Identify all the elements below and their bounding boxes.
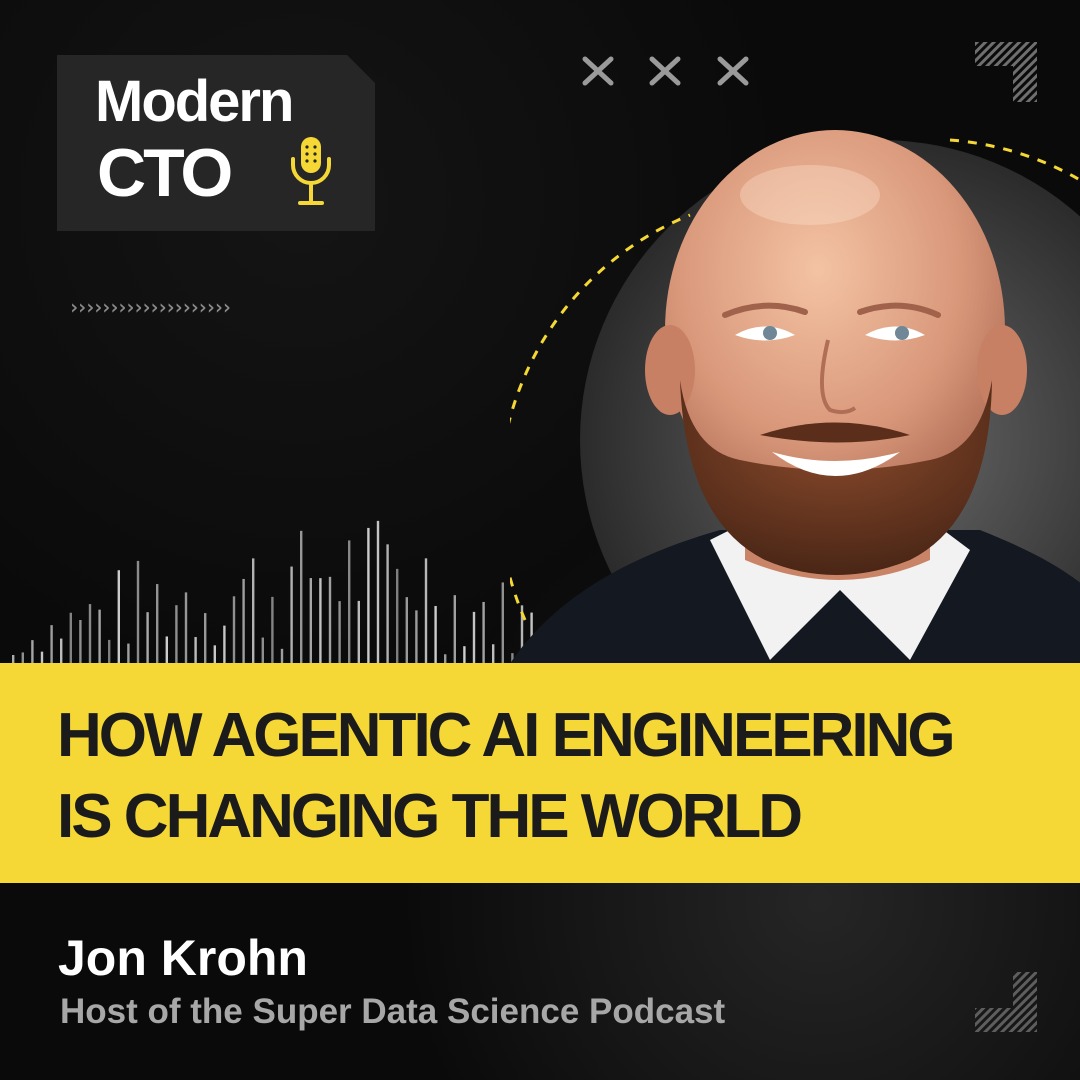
waveform-bar <box>492 644 495 665</box>
waveform-bar <box>88 604 92 665</box>
waveform-bar <box>386 544 389 665</box>
waveform-bar <box>520 605 524 665</box>
waveform-bar <box>232 596 236 665</box>
waveform-bar <box>79 619 82 665</box>
episode-title-band: HOW AGENTIC AI ENGINEERING IS CHANGING T… <box>0 663 1080 883</box>
audio-waveform <box>12 520 581 665</box>
waveform-bar <box>194 637 197 665</box>
waveform-bar <box>309 578 312 665</box>
waveform-bar <box>280 648 284 665</box>
waveform-bar <box>12 655 15 665</box>
waveform-bar <box>338 601 341 665</box>
corner-bracket-top-right <box>975 42 1037 102</box>
waveform-bar <box>482 601 485 665</box>
waveform-bar <box>396 568 399 665</box>
guest-role: Host of the Super Data Science Podcast <box>60 992 726 1031</box>
waveform-bar <box>21 652 24 665</box>
waveform-bar <box>31 640 34 665</box>
waveform-bar <box>405 597 408 665</box>
episode-title-line-1: HOW AGENTIC AI ENGINEERING <box>57 701 956 770</box>
waveform-bar <box>165 636 168 665</box>
waveform-bar <box>204 613 207 665</box>
waveform-bar <box>319 578 322 665</box>
waveform-bar <box>223 625 226 665</box>
waveform-bar <box>357 600 360 665</box>
corner-bracket-bottom-right <box>975 972 1037 1032</box>
waveform-bar <box>472 611 476 665</box>
logo-word-cto: CTO <box>97 135 233 211</box>
logo-word-modern: Modern <box>95 69 294 134</box>
waveform-bar <box>50 625 53 665</box>
waveform-bar <box>348 540 351 665</box>
waveform-bar <box>434 605 437 665</box>
guest-name: Jon Krohn <box>58 930 308 986</box>
waveform-bar <box>300 530 303 665</box>
waveform-bar <box>501 582 504 665</box>
waveform-bar <box>261 637 264 665</box>
waveform-bar <box>242 578 245 665</box>
waveform-bar <box>252 558 255 665</box>
waveform-bar <box>117 570 120 665</box>
waveform-bar <box>376 520 380 665</box>
waveform-bar <box>69 612 72 665</box>
waveform-bar <box>175 605 178 665</box>
waveform-bar <box>290 566 293 665</box>
waveform-bar <box>184 592 188 665</box>
waveform-bar <box>453 595 456 665</box>
waveform-bar <box>511 653 514 665</box>
waveform-bar <box>424 558 428 665</box>
episode-title-line-2: IS CHANGING THE WORLD <box>57 782 803 851</box>
waveform-bar <box>127 643 130 665</box>
waveform-bar <box>415 610 418 665</box>
waveform-bar <box>444 654 447 665</box>
x-marks-decoration <box>582 56 749 86</box>
chevron-right-icons: ›››››››››››››››››››› <box>68 295 233 319</box>
waveform-bar <box>98 609 101 665</box>
waveform-bar <box>463 646 466 665</box>
waveform-bar <box>213 645 216 665</box>
waveform-bar <box>60 638 63 665</box>
waveform-bar <box>156 584 159 665</box>
waveform-bar <box>136 560 140 665</box>
guest-portrait <box>510 130 1080 680</box>
waveform-bar <box>146 612 149 665</box>
waveform-bar <box>40 651 44 665</box>
microphone-icon <box>291 137 331 205</box>
waveform-bar <box>367 527 370 665</box>
waveform-bar <box>108 639 111 665</box>
waveform-bar <box>271 596 274 665</box>
modern-cto-logo: Modern CTO <box>57 55 375 231</box>
waveform-bar <box>328 576 332 665</box>
